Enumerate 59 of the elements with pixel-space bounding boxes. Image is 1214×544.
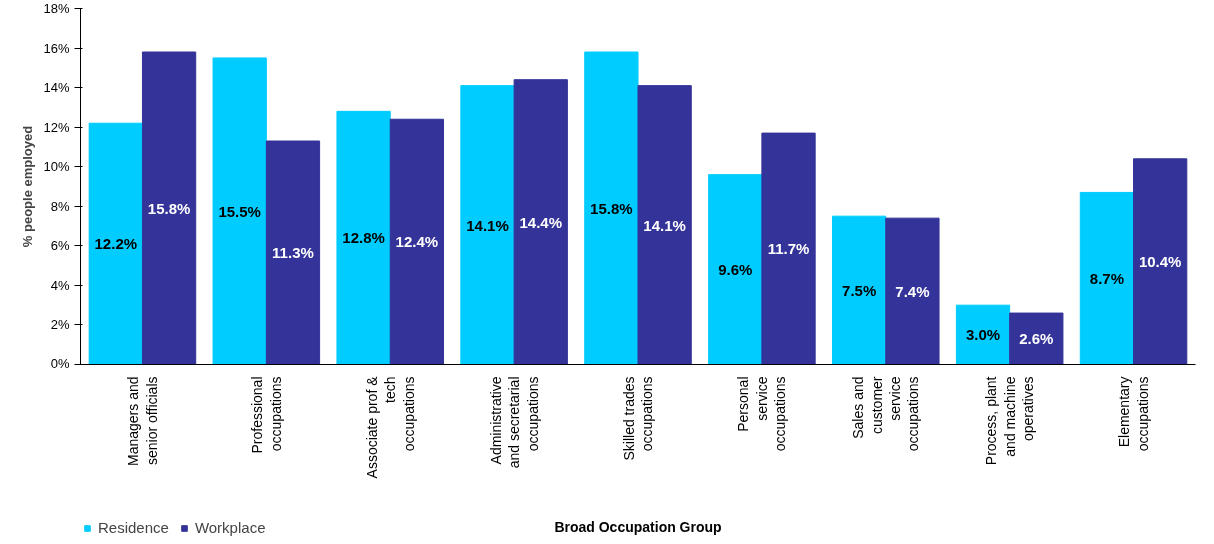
- bar: [584, 51, 639, 365]
- bar: [460, 85, 515, 365]
- data-label: 12.8%: [342, 229, 385, 247]
- y-tick-label: 14%: [43, 80, 70, 96]
- data-label: 8.7%: [1089, 269, 1125, 287]
- data-label: 14.4%: [519, 213, 563, 231]
- y-tick-label: 12%: [43, 119, 70, 135]
- y-tick-label: 8%: [50, 198, 70, 214]
- data-label: 7.5%: [842, 281, 877, 299]
- data-label: 9.6%: [718, 261, 753, 279]
- bar: [761, 132, 816, 365]
- data-label: 15.8%: [147, 199, 191, 217]
- bar: [336, 110, 391, 365]
- bar: [832, 215, 887, 365]
- bar: [389, 118, 444, 365]
- x-tick-label: Elementary occupations: [1116, 376, 1151, 452]
- y-axis-title: % people employed: [20, 125, 36, 248]
- x-tick-label: Sales and customer service occupations: [850, 376, 922, 452]
- x-tick-label: Personal service occupations: [735, 376, 789, 452]
- x-tick-label: Process, plant and machine operatives: [983, 376, 1037, 466]
- bar: [1079, 191, 1135, 365]
- bar: [955, 304, 1011, 365]
- data-label: 15.5%: [218, 202, 261, 220]
- x-tick-label: Skilled trades occupations: [620, 376, 656, 461]
- x-tick-label: Administrative and secretarial occupations: [487, 376, 541, 469]
- x-tick-label: Managers and senior officials: [125, 376, 160, 466]
- data-label: 7.4%: [895, 282, 930, 300]
- bar: [708, 174, 763, 365]
- data-label: 15.8%: [590, 199, 633, 217]
- y-tick-label: 4%: [50, 277, 70, 293]
- bar: [1009, 312, 1064, 365]
- bar: [885, 217, 940, 365]
- data-label: 3.0%: [965, 326, 1001, 344]
- bar: [141, 51, 197, 365]
- bar: [513, 79, 568, 365]
- data-label: 11.7%: [767, 240, 810, 258]
- bar: [88, 122, 143, 365]
- data-label: 2.6%: [1019, 330, 1054, 348]
- bar: [637, 85, 692, 365]
- bar: [212, 57, 267, 365]
- data-label: 10.4%: [1138, 253, 1182, 271]
- data-label: 12.2%: [94, 235, 138, 253]
- data-label: 12.4%: [395, 233, 439, 251]
- data-label: 14.1%: [466, 216, 509, 234]
- bar: [1133, 158, 1188, 365]
- y-tick-label: 16%: [43, 40, 70, 56]
- y-tick-label: 10%: [43, 159, 70, 175]
- x-tick-label: Associate prof & tech occupations: [363, 375, 417, 479]
- x-axis-title: Broad Occupation Group: [554, 518, 722, 535]
- x-tick-label: Professional occupations: [249, 376, 284, 454]
- data-label: 14.1%: [643, 216, 686, 234]
- legend-label: Workplace: [194, 519, 266, 536]
- bar: [265, 140, 321, 365]
- data-label: 11.3%: [272, 244, 314, 262]
- y-tick-label: 0%: [50, 355, 70, 371]
- y-tick-label: 6%: [50, 238, 70, 254]
- y-tick-label: 18%: [43, 1, 70, 16]
- legend-label: Residence: [98, 519, 169, 536]
- y-tick-label: 2%: [50, 317, 70, 333]
